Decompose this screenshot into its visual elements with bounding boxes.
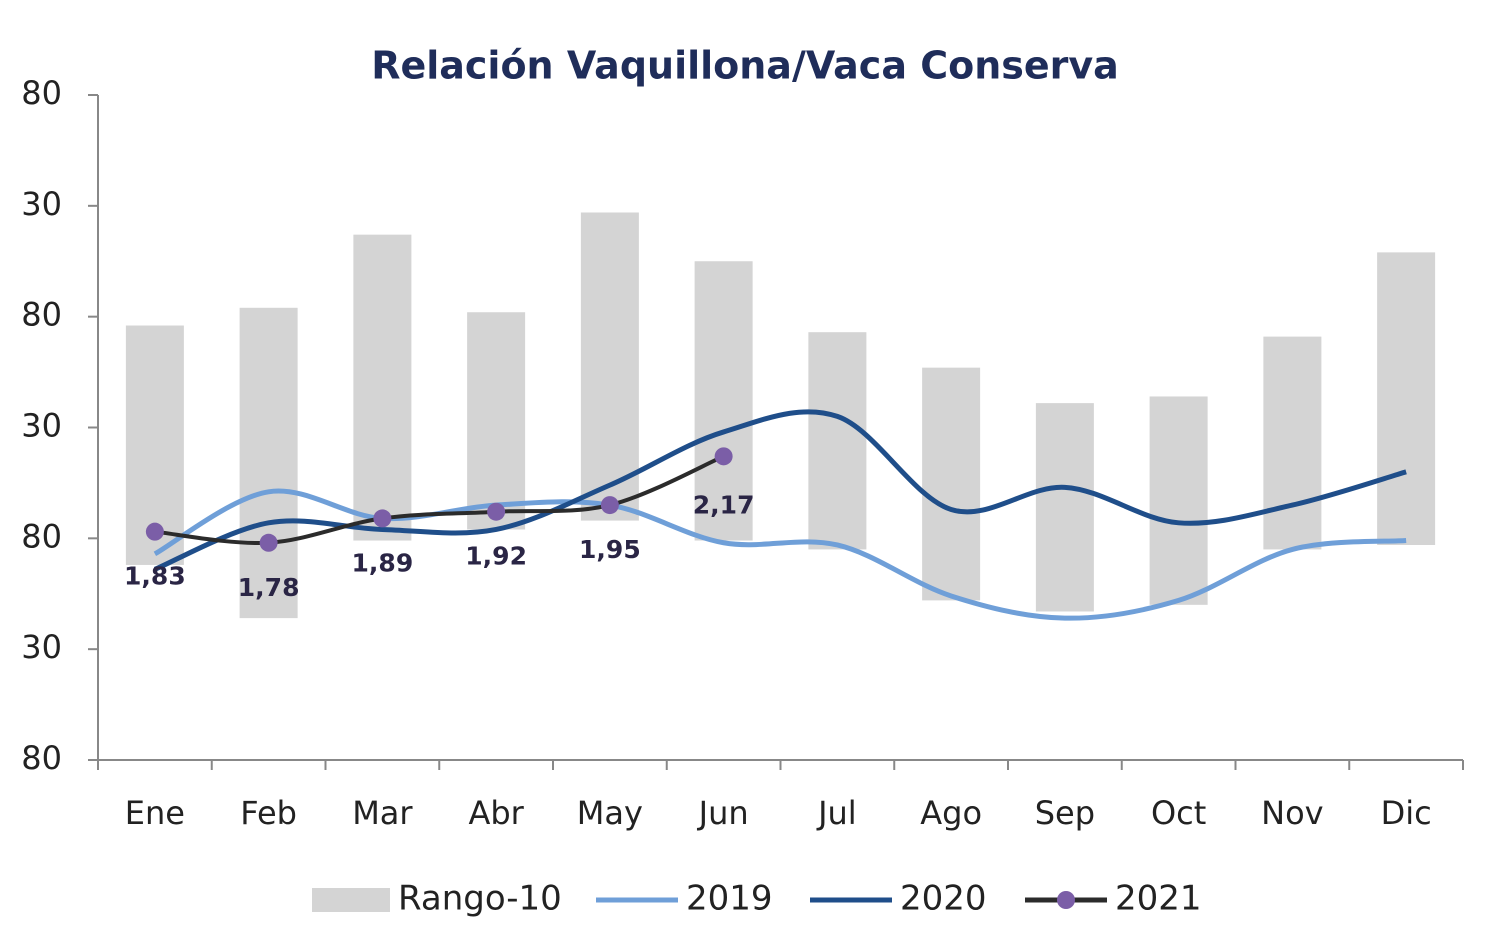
x-tick-label: Abr xyxy=(468,794,524,832)
y-tick-label: 30 xyxy=(21,185,62,223)
range-bar xyxy=(1377,252,1436,545)
marker xyxy=(259,533,278,552)
x-tick-label: Jul xyxy=(816,794,857,832)
range-bar xyxy=(1263,336,1322,550)
x-tick-label: May xyxy=(577,794,643,832)
x-tick-label: Sep xyxy=(1035,794,1095,832)
legend-marker xyxy=(1057,891,1075,909)
range-bar xyxy=(922,367,981,601)
y-tick-label: 30 xyxy=(21,628,62,666)
range-bar xyxy=(467,312,526,530)
x-tick-label: Jun xyxy=(697,794,749,832)
legend-swatch xyxy=(312,888,390,912)
y-tick-label: 80 xyxy=(21,296,62,334)
series-line xyxy=(154,454,725,546)
range-bar xyxy=(580,212,639,521)
legend-label: Rango-10 xyxy=(398,879,562,919)
marker xyxy=(487,502,506,521)
range-bar xyxy=(1149,396,1208,605)
marker xyxy=(600,496,619,515)
marker xyxy=(373,509,392,528)
marker xyxy=(714,447,733,466)
range-bar xyxy=(808,332,867,550)
y-tick-label: 80 xyxy=(21,739,62,777)
legend-label: 2020 xyxy=(900,879,987,919)
x-tick-label: Oct xyxy=(1151,794,1206,832)
range-bar xyxy=(239,307,298,619)
marker xyxy=(145,522,164,541)
range-bar xyxy=(694,261,753,541)
range-bar xyxy=(353,234,412,541)
y-tick-label: 30 xyxy=(21,407,62,445)
data-label: 1,83 xyxy=(124,562,186,591)
series-line xyxy=(153,409,1407,572)
series-line xyxy=(153,488,1407,621)
x-tick-label: Dic xyxy=(1381,794,1432,832)
x-tick-label: Mar xyxy=(352,794,413,832)
data-label: 2,17 xyxy=(693,490,755,519)
data-label: 1,78 xyxy=(238,573,300,602)
x-tick-label: Nov xyxy=(1261,794,1323,832)
x-tick-label: Feb xyxy=(240,794,297,832)
data-label: 1,89 xyxy=(352,548,414,577)
legend-label: 2021 xyxy=(1115,879,1202,919)
range-bar xyxy=(1035,403,1094,612)
legend-label: 2019 xyxy=(686,879,773,919)
data-label: 1,92 xyxy=(465,542,527,571)
data-label: 1,95 xyxy=(579,535,641,564)
y-tick-label: 80 xyxy=(21,517,62,555)
y-tick-label: 80 xyxy=(21,74,62,112)
chart-title: Relación Vaquillona/Vaca Conserva xyxy=(371,44,1119,88)
x-tick-label: Ene xyxy=(125,794,185,832)
x-tick-label: Ago xyxy=(920,794,982,832)
